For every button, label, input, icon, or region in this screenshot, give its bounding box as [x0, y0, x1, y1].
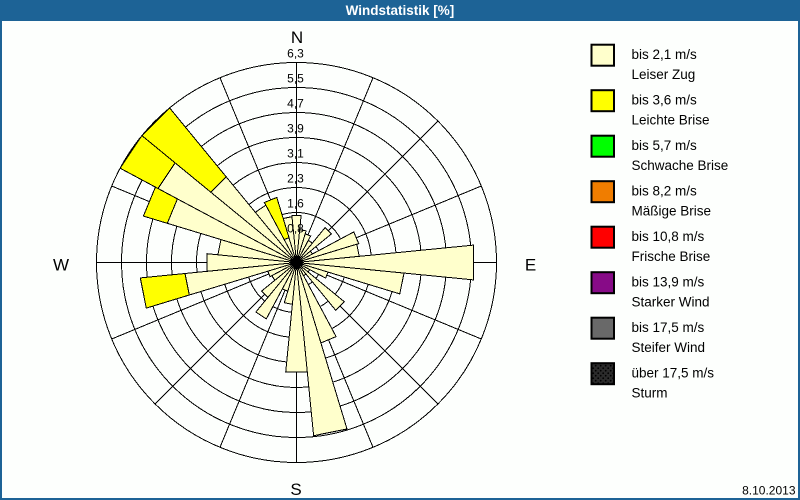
svg-text:S: S [290, 480, 301, 499]
svg-text:Schwache Brise: Schwache Brise [632, 158, 729, 173]
svg-text:bis 2,1 m/s: bis 2,1 m/s [632, 47, 698, 62]
svg-text:N: N [291, 28, 303, 47]
svg-text:bis 8,2 m/s: bis 8,2 m/s [632, 184, 698, 199]
svg-text:8.10.2013: 8.10.2013 [742, 484, 796, 498]
svg-text:bis 10,8 m/s: bis 10,8 m/s [632, 229, 705, 244]
svg-text:Mäßige Brise: Mäßige Brise [632, 203, 712, 218]
svg-text:0,8: 0,8 [287, 222, 304, 236]
svg-text:bis 3,6 m/s: bis 3,6 m/s [632, 93, 698, 108]
svg-text:bis 5,7 m/s: bis 5,7 m/s [632, 138, 698, 153]
svg-text:3,9: 3,9 [287, 122, 304, 136]
svg-text:bis 13,9 m/s: bis 13,9 m/s [632, 275, 705, 290]
svg-text:3,1: 3,1 [287, 147, 304, 161]
svg-text:Sturm: Sturm [632, 385, 668, 400]
svg-text:5,5: 5,5 [287, 72, 304, 86]
svg-text:2,3: 2,3 [287, 172, 304, 186]
svg-text:W: W [53, 256, 69, 275]
svg-text:Frische Brise: Frische Brise [632, 249, 711, 264]
svg-text:6,3: 6,3 [287, 47, 304, 61]
svg-text:Steifer Wind: Steifer Wind [632, 340, 706, 355]
svg-text:Starker Wind: Starker Wind [632, 294, 710, 309]
svg-text:Leichte Brise: Leichte Brise [632, 112, 710, 127]
svg-text:über 17,5 m/s: über 17,5 m/s [632, 366, 715, 381]
svg-text:4,7: 4,7 [287, 97, 304, 111]
svg-text:Leiser Zug: Leiser Zug [632, 67, 696, 82]
svg-text:1,6: 1,6 [287, 197, 304, 211]
svg-text:bis 17,5 m/s: bis 17,5 m/s [632, 320, 705, 335]
svg-text:E: E [525, 256, 536, 275]
